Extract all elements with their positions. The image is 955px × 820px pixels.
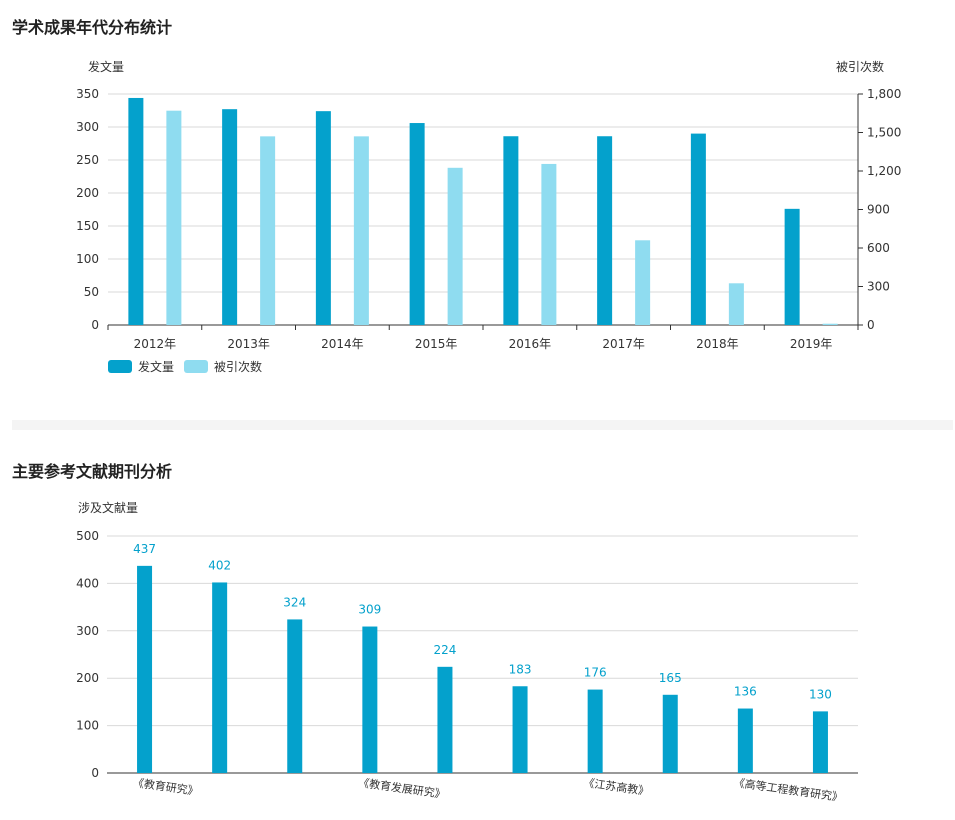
bar-publications [690, 133, 706, 325]
x-tick-label: 2014年 [321, 337, 364, 351]
y-tick-label-left: 150 [76, 219, 99, 233]
y-tick-label: 500 [76, 529, 99, 543]
bar-publications [128, 97, 144, 326]
bar-publications [784, 208, 800, 325]
legend-item-publications[interactable]: 发文量 [108, 358, 174, 375]
section-title: 学术成果年代分布统计 [12, 18, 173, 37]
journal-analysis-chart: 500 400 300 200 100 0 涉及文献量 437 《教育研究》 402 324 309 《… [76, 500, 858, 804]
y-tick-label-left: 350 [76, 87, 99, 101]
x-tick-label: 2015年 [415, 337, 458, 351]
y-tick-label: 400 [76, 576, 99, 590]
bar-citations [541, 163, 557, 325]
bar-journal [812, 711, 828, 773]
legend-label: 发文量 [138, 360, 175, 374]
data-label: 309 [358, 603, 381, 617]
bar-publications [597, 136, 613, 325]
data-label: 136 [734, 685, 757, 699]
bar-citations [822, 323, 838, 325]
year-distribution-chart: 350 300 250 200 150 100 50 0 1,800 1,500 1,200 900 6… [76, 59, 901, 351]
bar-publications [315, 111, 331, 325]
data-label: 130 [809, 687, 832, 701]
y-tick-label-right: 600 [867, 241, 890, 255]
y-tick-label-left: 100 [76, 252, 99, 266]
bar-journal [437, 666, 453, 773]
legend-swatch [108, 360, 132, 373]
data-label: 324 [283, 595, 306, 609]
data-label: 176 [584, 666, 607, 680]
y-tick-label: 300 [76, 624, 99, 638]
y-tick-label-right: 300 [867, 280, 890, 294]
x-tick-label: 2018年 [696, 337, 739, 351]
y-tick-label: 0 [91, 766, 99, 780]
y-axis-title: 涉及文献量 [78, 500, 138, 515]
section-title: 主要参考文献期刊分析 [12, 462, 173, 481]
bar-journal [587, 689, 603, 773]
x-tick-label: 2019年 [790, 337, 833, 351]
y-tick-label-left: 200 [76, 186, 99, 200]
y-tick-label-right: 1,500 [867, 126, 901, 140]
bar-citations [260, 136, 276, 325]
bar-publications [409, 123, 425, 325]
y-tick-label: 200 [76, 671, 99, 685]
bar-publications [222, 109, 238, 326]
y-axis-title-right: 被引次数 [836, 59, 884, 74]
y-tick-label: 100 [76, 719, 99, 733]
legend: 发文量 被引次数 [108, 358, 272, 375]
bar-journal [212, 582, 228, 773]
y-tick-label-left: 300 [76, 120, 99, 134]
y-tick-label-left: 50 [84, 285, 99, 299]
y-tick-label-right: 1,800 [867, 87, 901, 101]
journal-analysis-section: 主要参考文献期刊分析 [0, 430, 955, 820]
x-tick-label: 2012年 [134, 337, 177, 351]
data-label: 165 [659, 671, 682, 685]
legend-label: 被引次数 [214, 360, 263, 374]
bar-journal [137, 565, 153, 773]
y-tick-label-left: 250 [76, 153, 99, 167]
bar-journal [287, 619, 303, 773]
y-tick-label-right: 900 [867, 203, 890, 217]
x-tick-label: 2013年 [227, 337, 270, 351]
bar-journal [737, 708, 753, 773]
bar-journal [662, 694, 678, 773]
bar-citations [447, 167, 463, 325]
bar-journal [362, 626, 378, 773]
section-divider [12, 420, 953, 430]
year-distribution-section: 学术成果年代分布统计 350 300 250 200 150 100 50 0 1,800 1,5… [12, 18, 901, 375]
bar-publications [503, 136, 519, 325]
legend-swatch [184, 360, 209, 373]
data-label: 402 [208, 558, 231, 572]
bar-journal [512, 686, 528, 773]
legend-item-citations[interactable]: 被引次数 [184, 358, 262, 375]
bar-citations [166, 110, 182, 325]
x-tick-label: 《教育发展研究》 [357, 775, 446, 801]
x-tick-label: 2017年 [602, 337, 645, 351]
x-tick-label: 2016年 [509, 337, 552, 351]
data-label: 224 [433, 643, 456, 657]
bar-citations [353, 136, 369, 325]
x-tick-label: 《高等工程教育研究》 [733, 775, 844, 804]
x-tick-label: 《教育研究》 [132, 775, 199, 798]
data-label: 183 [509, 662, 532, 676]
y-tick-label-right: 0 [867, 318, 875, 332]
bar-citations [635, 240, 651, 325]
y-tick-label-right: 1,200 [867, 164, 901, 178]
y-tick-label-left: 0 [91, 318, 99, 332]
bar-citations [728, 283, 744, 325]
data-label: 437 [133, 542, 156, 556]
y-axis-title-left: 发文量 [88, 59, 124, 74]
x-tick-label: 《江苏高教》 [583, 775, 650, 798]
